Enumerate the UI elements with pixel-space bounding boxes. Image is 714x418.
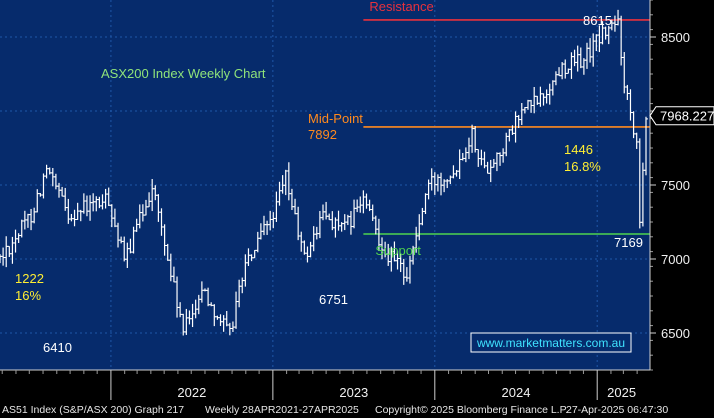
- level-lines: [363, 19, 650, 235]
- status-timestamp: 27-Apr-2025 06:47:30: [566, 404, 669, 416]
- axis-background: [650, 0, 714, 402]
- decline-points: 1222: [15, 271, 44, 286]
- midpoint-value: 7892: [308, 127, 337, 142]
- price-tick-label-8500: 8500: [661, 30, 690, 45]
- low-2023-label: 6751: [319, 292, 348, 307]
- last-price-box: [649, 106, 714, 126]
- price-tick-label-7000: 7000: [661, 252, 690, 267]
- support-label: Support: [375, 243, 421, 258]
- chart-title: ASX200 Index Weekly Chart: [101, 66, 266, 81]
- price-tick-label-7500: 7500: [661, 178, 690, 193]
- ohlc-bar: [644, 116, 648, 176]
- status-range: Weekly 28APR2021-27APR2025: [205, 404, 359, 416]
- price-bars: [0, 9, 648, 336]
- last-price-value: 7968.227: [660, 109, 714, 124]
- status-copyright: Copyright© 2025 Bloomberg Finance L.P.: [375, 404, 569, 416]
- year-label-2022: 2022: [177, 385, 206, 400]
- peak-label: 8615: [583, 13, 612, 28]
- watermark: www.marketmatters.com.au: [470, 332, 632, 353]
- time-axis-background: [0, 370, 714, 402]
- status-bar: AS51 Index (S&P/ASX 200) Graph 217 Weekl…: [0, 402, 714, 418]
- last-price-tag: 7968.227: [649, 106, 714, 126]
- price-tick-label-6500: 6500: [661, 326, 690, 341]
- low-2022-label: 6410: [43, 340, 72, 355]
- low-2025-label: 7169: [614, 235, 643, 250]
- watermark-box: [470, 332, 632, 353]
- year-label-2023: 2023: [339, 385, 368, 400]
- decline-percent: 16%: [15, 288, 41, 303]
- status-security: AS51 Index (S&P/ASX 200) Graph 217: [2, 404, 185, 416]
- resistance-label: Resistance: [369, 0, 433, 14]
- year-label-2024: 2024: [502, 385, 531, 400]
- chart-labels: ASX200 Index Weekly Chart Resistance Mid-P…: [15, 0, 714, 355]
- drop-points: 1446: [564, 142, 593, 157]
- midpoint-label: Mid-Point: [308, 111, 363, 126]
- watermark-text: www.marketmatters.com.au: [476, 336, 625, 350]
- year-label-2025: 2025: [607, 385, 636, 400]
- drop-percent: 16.8%: [564, 159, 601, 174]
- price-axis: 65007000750080008500: [649, 0, 690, 371]
- time-axis: 2022 2023 2024 2025: [0, 369, 650, 400]
